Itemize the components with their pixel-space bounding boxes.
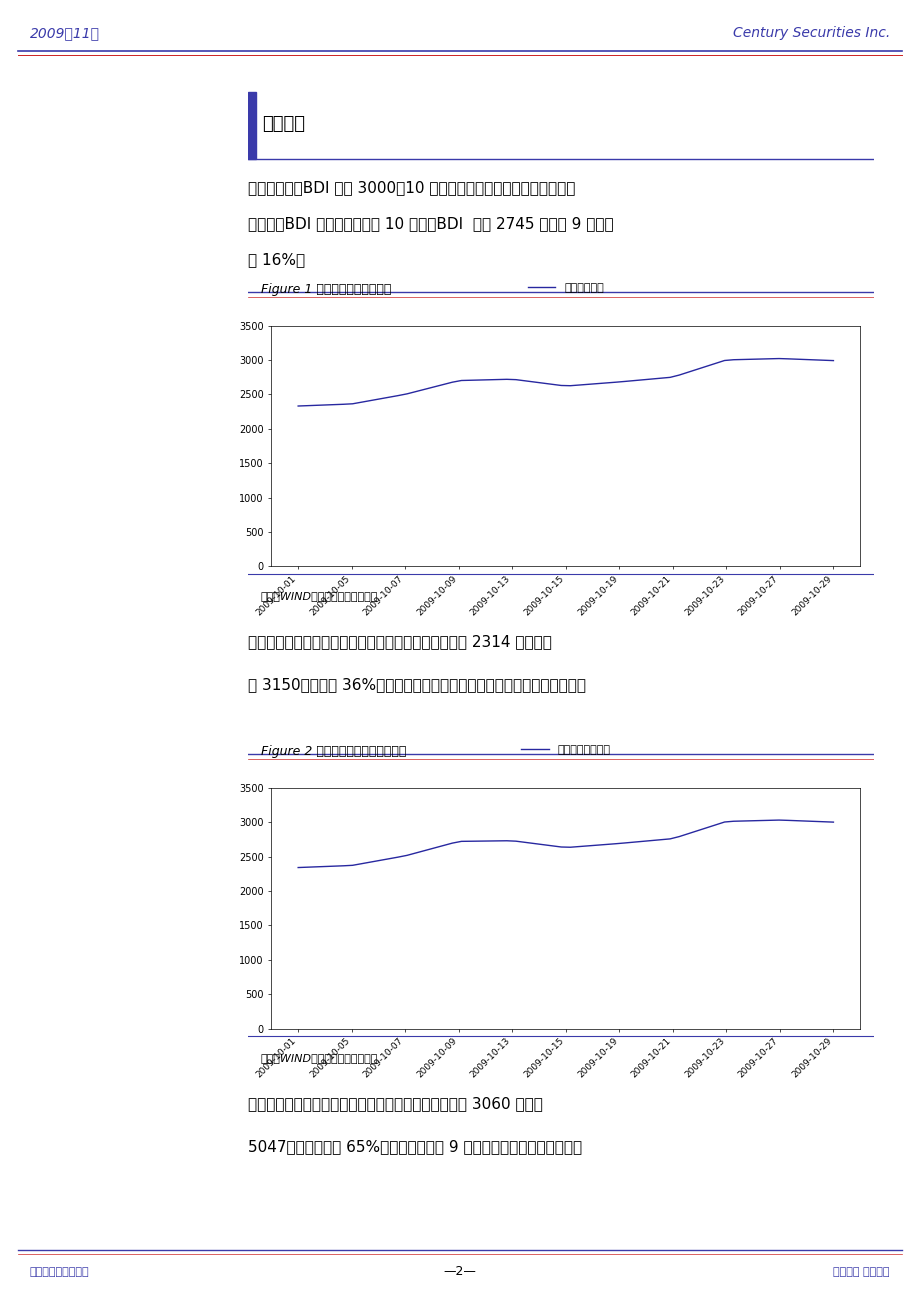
Text: 好望角型运费指数也呼现出大幅上升的趋势，从月初的 3060 上升至: 好望角型运费指数也呼现出大幅上升的趋势，从月初的 3060 上升至 (248, 1096, 543, 1111)
Text: 来源：WIND资讯、世纪证券研究所: 来源：WIND资讯、世纪证券研究所 (261, 1053, 378, 1062)
Legend: 综合运费指数: 综合运费指数 (523, 279, 607, 297)
Text: 的影响，BDI 持续上扬，整个 10 月份，BDI  均值 2745 点，较 9 月份上: 的影响，BDI 持续上扬，整个 10 月份，BDI 均值 2745 点，较 9 … (248, 216, 613, 232)
Text: 干散货市场：BDI 直上 3000，10 月份受到中国铁矿石进口量强劲增长: 干散货市场：BDI 直上 3000，10 月份受到中国铁矿石进口量强劲增长 (248, 180, 575, 195)
Legend: 巴拿马型运费指数: 巴拿马型运费指数 (516, 741, 615, 759)
Text: Figure 1 波罗的海综合运费指数: Figure 1 波罗的海综合运费指数 (261, 283, 391, 296)
Text: 来源：WIND资讯、世纪证券研究所: 来源：WIND资讯、世纪证券研究所 (261, 591, 378, 600)
Text: Century Securities Inc.: Century Securities Inc. (732, 26, 889, 40)
Text: 升 16%。: 升 16%。 (248, 253, 305, 268)
Text: 从分类来看，巴拿马型运费指数在震荡中上扬，从月初 2314 一直上升: 从分类来看，巴拿马型运费指数在震荡中上扬，从月初 2314 一直上升 (248, 634, 551, 648)
Text: 行业现状: 行业现状 (262, 115, 305, 133)
Text: 到 3150，月增长 36%，显示全球范围内大宗干散货和粮食需求稳中增进。: 到 3150，月增长 36%，显示全球范围内大宗干散货和粮食需求稳中增进。 (248, 677, 585, 693)
Text: 2009年11月: 2009年11月 (30, 26, 100, 40)
Bar (248, 92, 255, 159)
Text: —2—: —2— (443, 1266, 476, 1279)
Text: 世纪研究 价値成就: 世纪研究 价値成就 (833, 1267, 889, 1277)
Text: 请参阅文后免责条款: 请参阅文后免责条款 (30, 1267, 89, 1277)
Text: 5047，月增长率为 65%，其直接受益于 9 月份中国铁矿石进口量的迅猛: 5047，月增长率为 65%，其直接受益于 9 月份中国铁矿石进口量的迅猛 (248, 1139, 582, 1155)
Text: Figure 2 波罗的海巴拿马型运费指数: Figure 2 波罗的海巴拿马型运费指数 (261, 745, 406, 758)
